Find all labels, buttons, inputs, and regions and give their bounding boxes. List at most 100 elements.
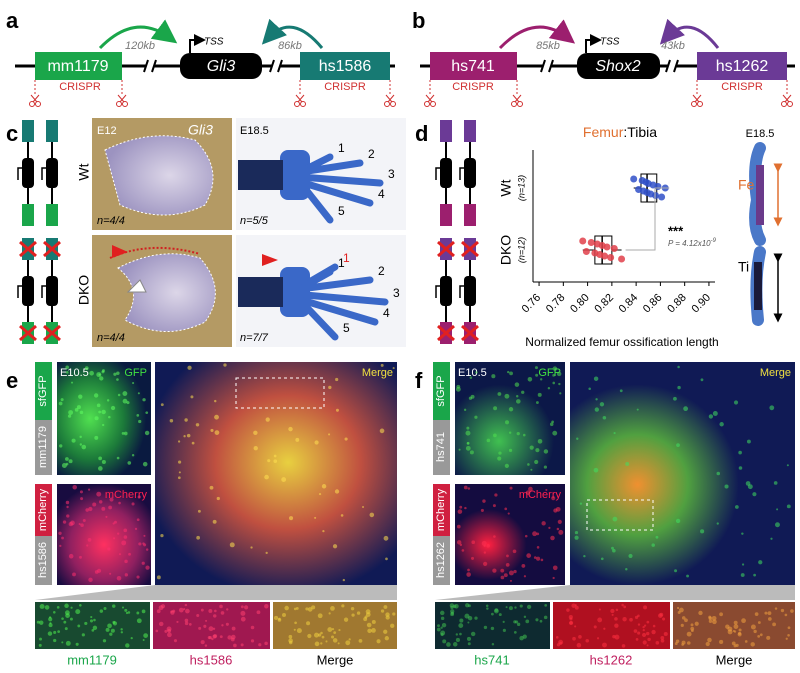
cell [131, 502, 135, 506]
tss-label: TSS [600, 37, 620, 48]
cell [522, 634, 527, 639]
bone-label: Ti [738, 259, 749, 275]
data-point [654, 183, 662, 190]
cell [214, 430, 220, 435]
cell [267, 459, 271, 463]
cell [686, 631, 692, 637]
cell [39, 637, 42, 641]
arrowhead [262, 254, 278, 266]
scissors [117, 94, 127, 103]
cell [318, 493, 322, 496]
cell [491, 374, 496, 379]
chart-title: Femur:Tibia [583, 124, 657, 140]
cell [754, 612, 759, 616]
cell [505, 606, 508, 609]
cell [494, 493, 498, 497]
cell [534, 366, 538, 370]
cell [759, 633, 763, 637]
cell [574, 530, 579, 535]
cell [118, 553, 122, 556]
cell [70, 520, 75, 526]
cell [348, 638, 351, 641]
cell [508, 570, 514, 576]
cell [440, 626, 443, 629]
cell [110, 405, 116, 411]
cell [284, 605, 289, 611]
cell [277, 618, 282, 622]
cell [732, 629, 735, 633]
cell [143, 633, 149, 638]
break [540, 59, 554, 73]
genotype-label: Wt [76, 163, 92, 180]
cell [74, 408, 79, 412]
cell [205, 619, 208, 622]
digit [301, 291, 389, 306]
cell [293, 628, 296, 631]
scissors [424, 101, 430, 107]
cell [60, 398, 64, 402]
cell [331, 635, 335, 639]
cell [733, 400, 739, 405]
cell [365, 612, 371, 617]
cell [184, 618, 189, 623]
cell [757, 634, 761, 638]
cell [328, 385, 332, 390]
cell [68, 410, 74, 415]
channel: mCherry [105, 489, 148, 501]
enhancer-name: mm1179 [47, 58, 108, 75]
cell [615, 608, 619, 612]
cell [572, 636, 576, 641]
cell [440, 610, 445, 616]
cell [158, 605, 164, 611]
ko-cross [19, 240, 37, 258]
cell [552, 366, 558, 371]
cell [540, 558, 544, 562]
cell [505, 563, 510, 567]
cell [642, 628, 645, 632]
cell [89, 370, 94, 376]
cell [160, 533, 164, 538]
allele-gene [46, 158, 58, 188]
digit-label: 3 [388, 167, 395, 181]
cell [698, 610, 703, 616]
cell [467, 487, 471, 490]
cell [213, 614, 217, 618]
tss-arrow [585, 34, 602, 53]
cell [92, 625, 98, 631]
cell [776, 508, 779, 511]
allele-gene [440, 276, 452, 306]
cell [467, 621, 470, 624]
cell [521, 564, 526, 568]
allele-gene [46, 276, 58, 306]
allele-enh [22, 204, 34, 226]
cell [289, 516, 294, 521]
p-value-text: P = 4.12x10 [668, 239, 711, 248]
enhancer-box [35, 536, 52, 585]
cell [227, 635, 232, 640]
bone-label: Fe [738, 177, 755, 193]
cell [455, 386, 461, 392]
cell [369, 512, 375, 518]
cell [61, 463, 67, 468]
loop-arrow [98, 19, 178, 50]
cell [116, 575, 122, 581]
cell [635, 638, 639, 641]
group-size: (n=12) [516, 237, 526, 263]
cell [486, 438, 491, 443]
micrograph [57, 484, 151, 585]
cell [177, 476, 181, 480]
cell [96, 372, 102, 378]
cell [655, 641, 660, 645]
cell [380, 363, 384, 367]
cell [746, 439, 751, 444]
micrograph [455, 484, 565, 585]
cell [461, 549, 465, 552]
cell [634, 615, 639, 619]
digit-label: 1 [338, 256, 345, 270]
cell [317, 633, 322, 637]
scissors [511, 101, 517, 107]
cell [138, 542, 142, 546]
cell [483, 551, 487, 554]
cell [90, 615, 93, 619]
cell [642, 625, 645, 629]
